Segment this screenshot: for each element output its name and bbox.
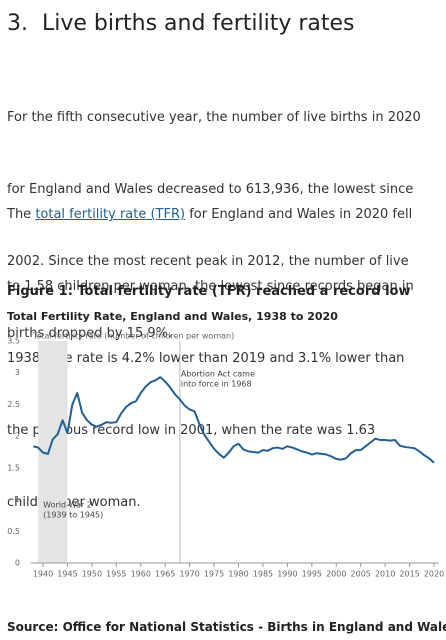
y-tick-label: 3.5 (7, 337, 20, 346)
x-tick-label: 1955 (106, 570, 126, 579)
x-tick-label: 1945 (57, 570, 77, 579)
figure-title: Figure 1: Total fertility rate (TFR) rea… (7, 284, 411, 299)
annotation: World War 2 (43, 501, 92, 510)
text: for England and Wales in 2020 fell (185, 207, 413, 222)
x-tick-label: 1970 (179, 570, 199, 579)
y-axis-label: Total fertility rate (number of children… (32, 332, 234, 341)
chart-title: Total Fertility Rate, England and Wales,… (7, 310, 338, 323)
x-tick-label: 1980 (228, 570, 248, 579)
line: 2002. Since the most recent peak in 2012… (7, 254, 409, 269)
x-tick-label: 1950 (82, 570, 102, 579)
x-tick-label: 1940 (33, 570, 53, 579)
line: births dropped by 15.9%. (7, 326, 173, 341)
x-tick-label: 2015 (399, 570, 419, 579)
x-tick-label: 2010 (375, 570, 395, 579)
annotation: (1939 to 1945) (43, 511, 103, 520)
source: Source: Office for National Statistics -… (7, 620, 446, 634)
line: The total fertility rate (TFR) for Engla… (7, 203, 414, 227)
y-tick-label: 1.5 (7, 463, 20, 472)
heading: 3. Live births and fertility rates (7, 11, 355, 36)
chart: Total Fertility Rate, England and Wales,… (7, 310, 444, 579)
series-line (32, 376, 435, 464)
paragraph: For the fifth consecutive year, the numb… (7, 58, 421, 370)
line: For the fifth consecutive year, the numb… (7, 110, 421, 125)
x-tick-label: 1960 (131, 570, 151, 579)
text: The (7, 207, 36, 222)
paragraph: The total fertility rate (TFR) for Engla… (7, 155, 414, 539)
x-tick-label: 2020 (424, 570, 444, 579)
y-tick-label: 2.5 (7, 400, 20, 409)
x-tick-label: 2005 (351, 570, 371, 579)
y-tick-label: 0.5 (7, 527, 20, 536)
y-tick-label: 0 (15, 559, 20, 568)
x-tick-label: 1995 (302, 570, 322, 579)
line: for England and Wales decreased to 613,9… (7, 182, 414, 197)
annotation: Abortion Act came (181, 370, 255, 379)
x-tick-label: 1965 (155, 570, 175, 579)
y-tick-label: 1 (15, 495, 20, 504)
annotation: into force in 1968 (181, 380, 252, 389)
x-tick-label: 1975 (204, 570, 224, 579)
x-tick-label: 1985 (253, 570, 273, 579)
x-tick-label: 2000 (326, 570, 346, 579)
y-tick-label: 2 (15, 432, 20, 441)
line: to 1.58 children per woman, the lowest s… (7, 279, 414, 294)
y-tick-label: 3 (15, 368, 20, 377)
link[interactable]: total fertility rate (TFR) (35, 207, 186, 222)
x-tick-label: 1990 (277, 570, 297, 579)
